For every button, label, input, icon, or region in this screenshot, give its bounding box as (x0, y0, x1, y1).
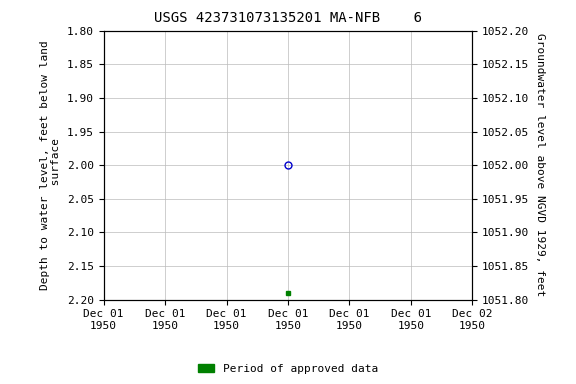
Title: USGS 423731073135201 MA-NFB    6: USGS 423731073135201 MA-NFB 6 (154, 12, 422, 25)
Y-axis label: Depth to water level, feet below land
 surface: Depth to water level, feet below land su… (40, 40, 62, 290)
Y-axis label: Groundwater level above NGVD 1929, feet: Groundwater level above NGVD 1929, feet (535, 33, 545, 297)
Legend: Period of approved data: Period of approved data (193, 359, 383, 379)
